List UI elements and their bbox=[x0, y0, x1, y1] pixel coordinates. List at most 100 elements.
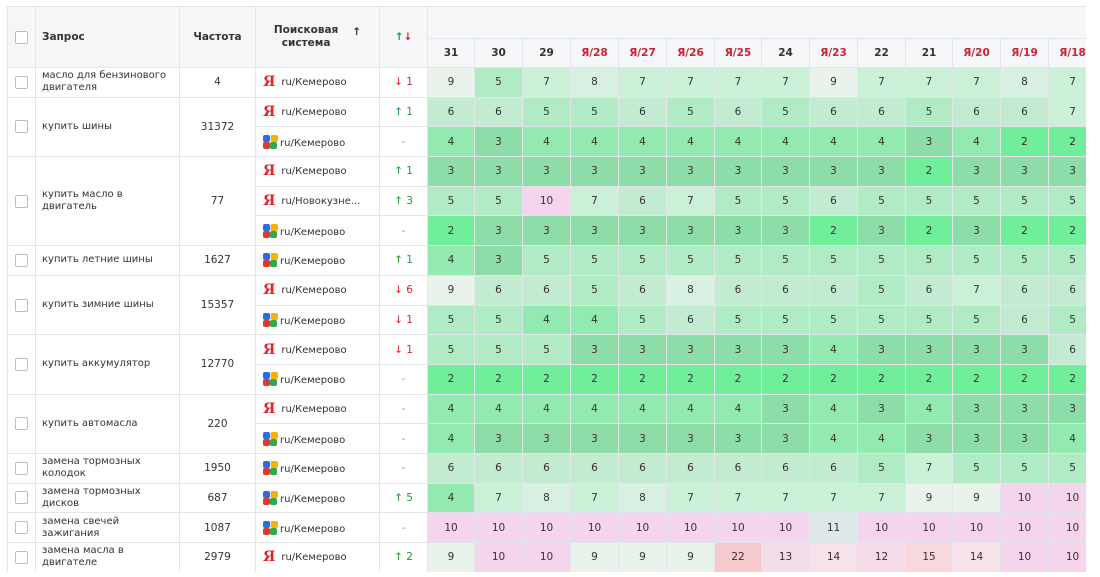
position-cell[interactable]: 6 bbox=[714, 96, 762, 128]
position-cell[interactable]: 2 bbox=[1000, 126, 1049, 158]
position-cell[interactable]: 2 bbox=[1000, 215, 1049, 247]
position-cell[interactable]: 10 bbox=[905, 512, 953, 543]
position-cell[interactable]: 5 bbox=[905, 96, 953, 128]
position-cell[interactable]: 7 bbox=[474, 482, 523, 514]
position-cell[interactable]: 7 bbox=[952, 67, 1001, 98]
date-col-header[interactable]: 21 bbox=[905, 38, 953, 68]
position-cell[interactable]: 7 bbox=[666, 67, 715, 98]
position-cell[interactable]: 6 bbox=[857, 96, 906, 128]
position-cell[interactable]: 5 bbox=[857, 274, 906, 306]
position-cell[interactable]: 7 bbox=[618, 67, 667, 98]
position-cell[interactable]: 7 bbox=[857, 67, 906, 98]
position-cell[interactable]: 5 bbox=[570, 274, 619, 306]
position-cell[interactable]: 9 bbox=[570, 542, 619, 572]
position-cell[interactable]: 4 bbox=[522, 126, 571, 158]
position-cell[interactable]: 5 bbox=[761, 96, 810, 128]
row-checkbox[interactable] bbox=[15, 253, 28, 267]
position-cell[interactable]: 3 bbox=[1047, 156, 1086, 187]
date-col-header[interactable]: Я/27 bbox=[618, 38, 667, 68]
position-cell[interactable]: 5 bbox=[952, 245, 1001, 276]
position-cell[interactable]: 7 bbox=[666, 185, 715, 217]
position-cell[interactable]: 6 bbox=[809, 96, 858, 128]
position-cell[interactable]: 14 bbox=[809, 542, 858, 572]
position-cell[interactable]: 4 bbox=[522, 393, 571, 425]
position-cell[interactable]: 10 bbox=[522, 512, 571, 543]
date-col-header[interactable]: 31 bbox=[427, 38, 475, 68]
date-col-header[interactable]: Я/23 bbox=[809, 38, 858, 68]
position-cell[interactable]: 7 bbox=[905, 67, 953, 98]
col-frequency[interactable]: Частота bbox=[179, 6, 256, 68]
position-cell[interactable]: 2 bbox=[905, 156, 953, 187]
position-cell[interactable]: 7 bbox=[570, 185, 619, 217]
position-cell[interactable]: 7 bbox=[761, 67, 810, 98]
position-cell[interactable]: 5 bbox=[427, 304, 475, 336]
position-cell[interactable]: 6 bbox=[761, 452, 810, 484]
position-cell[interactable]: 3 bbox=[1000, 423, 1049, 454]
position-cell[interactable]: 5 bbox=[857, 452, 906, 484]
position-cell[interactable]: 10 bbox=[474, 542, 523, 572]
position-cell[interactable]: 6 bbox=[618, 185, 667, 217]
position-cell[interactable]: 9 bbox=[809, 67, 858, 98]
position-cell[interactable]: 4 bbox=[666, 393, 715, 425]
col-engine[interactable]: Поисковая система ↑ bbox=[255, 6, 380, 68]
position-cell[interactable]: 3 bbox=[714, 215, 762, 247]
position-cell[interactable]: 5 bbox=[905, 185, 953, 217]
position-cell[interactable]: 4 bbox=[666, 126, 715, 158]
position-cell[interactable]: 5 bbox=[474, 185, 523, 217]
position-cell[interactable]: 2 bbox=[1047, 363, 1086, 395]
position-cell[interactable]: 3 bbox=[1047, 393, 1086, 425]
position-cell[interactable]: 3 bbox=[618, 423, 667, 454]
position-cell[interactable]: 22 bbox=[714, 542, 762, 572]
position-cell[interactable]: 6 bbox=[474, 274, 523, 306]
position-cell[interactable]: 5 bbox=[1047, 245, 1086, 276]
position-cell[interactable]: 7 bbox=[570, 482, 619, 514]
position-cell[interactable]: 3 bbox=[857, 215, 906, 247]
position-cell[interactable]: 2 bbox=[952, 363, 1001, 395]
date-col-header[interactable]: Я/19 bbox=[1000, 38, 1049, 68]
position-cell[interactable]: 3 bbox=[857, 156, 906, 187]
position-cell[interactable]: 3 bbox=[474, 215, 523, 247]
position-cell[interactable]: 6 bbox=[809, 185, 858, 217]
position-cell[interactable]: 7 bbox=[666, 482, 715, 514]
position-cell[interactable]: 10 bbox=[666, 512, 715, 543]
position-cell[interactable]: 3 bbox=[857, 334, 906, 365]
position-cell[interactable]: 5 bbox=[761, 245, 810, 276]
position-cell[interactable]: 12 bbox=[857, 542, 906, 572]
position-cell[interactable]: 5 bbox=[905, 304, 953, 336]
position-cell[interactable]: 8 bbox=[666, 274, 715, 306]
position-cell[interactable]: 10 bbox=[1000, 482, 1049, 514]
position-cell[interactable]: 6 bbox=[1000, 96, 1049, 128]
position-cell[interactable]: 10 bbox=[857, 512, 906, 543]
position-cell[interactable]: 2 bbox=[714, 363, 762, 395]
position-cell[interactable]: 5 bbox=[570, 96, 619, 128]
date-col-header[interactable]: 29 bbox=[522, 38, 571, 68]
position-cell[interactable]: 10 bbox=[952, 512, 1001, 543]
position-cell[interactable]: 3 bbox=[761, 156, 810, 187]
position-cell[interactable]: 6 bbox=[666, 452, 715, 484]
position-cell[interactable]: 10 bbox=[1047, 482, 1086, 514]
position-cell[interactable]: 3 bbox=[474, 126, 523, 158]
position-cell[interactable]: 2 bbox=[618, 363, 667, 395]
position-cell[interactable]: 5 bbox=[474, 67, 523, 98]
position-cell[interactable]: 5 bbox=[952, 185, 1001, 217]
position-cell[interactable]: 5 bbox=[714, 185, 762, 217]
position-cell[interactable]: 10 bbox=[1047, 542, 1086, 572]
position-cell[interactable]: 5 bbox=[618, 245, 667, 276]
position-cell[interactable]: 2 bbox=[905, 215, 953, 247]
row-checkbox[interactable] bbox=[15, 491, 28, 505]
position-cell[interactable]: 7 bbox=[857, 482, 906, 514]
position-cell[interactable]: 5 bbox=[474, 304, 523, 336]
position-cell[interactable]: 10 bbox=[570, 512, 619, 543]
position-cell[interactable]: 3 bbox=[952, 423, 1001, 454]
position-cell[interactable]: 6 bbox=[522, 274, 571, 306]
position-cell[interactable]: 7 bbox=[1047, 67, 1086, 98]
position-cell[interactable]: 5 bbox=[427, 185, 475, 217]
position-cell[interactable]: 3 bbox=[522, 156, 571, 187]
position-cell[interactable]: 4 bbox=[474, 393, 523, 425]
position-cell[interactable]: 4 bbox=[1047, 423, 1086, 454]
position-cell[interactable]: 3 bbox=[522, 215, 571, 247]
position-cell[interactable]: 3 bbox=[474, 245, 523, 276]
position-cell[interactable]: 7 bbox=[522, 67, 571, 98]
position-cell[interactable]: 9 bbox=[618, 542, 667, 572]
position-cell[interactable]: 6 bbox=[522, 452, 571, 484]
